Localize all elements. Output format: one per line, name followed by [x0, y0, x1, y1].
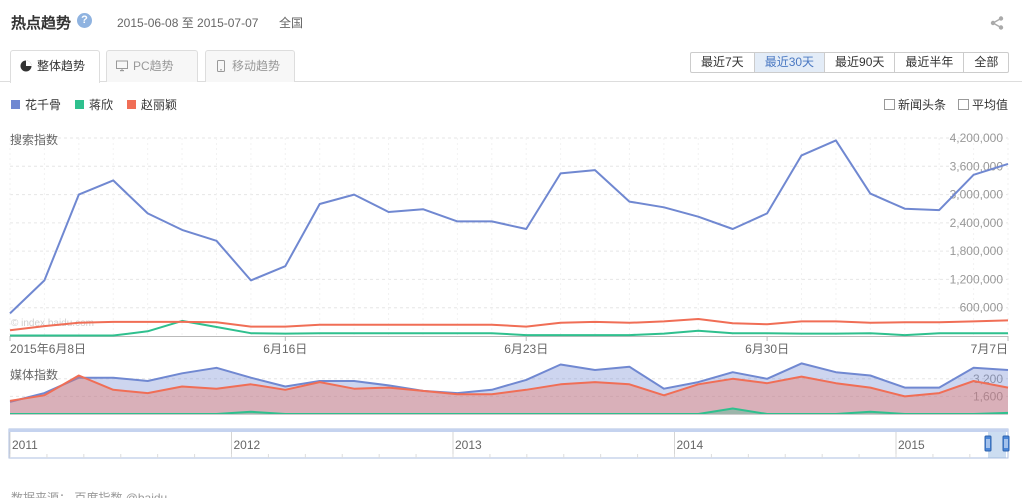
trend-chart: 600,000 1,200,000 1,800,000 2,400,000 3,000,…: [8, 131, 1010, 459]
average-option[interactable]: 平均值: [957, 96, 1008, 113]
y-tick-label: 600,000: [960, 301, 1004, 315]
media-y-tick-label: 1,600: [973, 389, 1003, 403]
y-tick-label: 3,000,000: [950, 188, 1004, 202]
chart-options: 新闻头条 平均值: [883, 96, 1008, 113]
header: 热点趋势 ? 2015-06-08 至 2015-07-07 全国: [0, 0, 1022, 44]
legend-label: 赵丽颖: [141, 98, 178, 112]
x-tick-label: 2015年6月8日: [10, 342, 86, 356]
navigator-top-bar: [9, 429, 1008, 432]
y-tick-label: 1,800,000: [950, 244, 1004, 258]
pie-chart-icon: [20, 60, 32, 72]
page-title: 热点趋势: [11, 15, 72, 32]
watermark: © index.baidu.com: [11, 318, 94, 329]
legend-swatch: [11, 100, 20, 109]
navigator-frame: [8, 428, 1009, 459]
mobile-icon: [217, 60, 225, 72]
option-label: 新闻头条: [897, 98, 946, 112]
navigator-year-label: 2014: [677, 438, 704, 452]
data-source: 数据来源： 百度指数 @baidu: [11, 491, 168, 498]
range-90d-button[interactable]: 最近90天: [825, 53, 896, 72]
help-icon[interactable]: ?: [77, 13, 92, 28]
range-7d-button[interactable]: 最近7天: [691, 53, 755, 72]
navigator-right-handle[interactable]: [1002, 435, 1010, 452]
navigator-selection: [988, 432, 1006, 458]
media-line-2: [9, 374, 1009, 402]
average-checkbox[interactable]: [957, 99, 969, 110]
legend-swatch: [127, 100, 137, 109]
media-area-2: [10, 375, 1008, 414]
news-headlines-option[interactable]: 新闻头条: [883, 96, 946, 113]
trend-tabs: 整体趋势 PC趋势 移动趋势: [0, 50, 1022, 83]
media-line-0: [9, 362, 1009, 403]
legend-item-jiangxin[interactable]: 蒋欣: [75, 96, 113, 113]
y-tick-label: 1,200,000: [950, 272, 1004, 286]
y-tick-label: 2,400,000: [950, 216, 1004, 230]
x-tick-label: 6月23日: [504, 342, 548, 356]
legend-item-huaqiangu[interactable]: 花千骨: [11, 96, 61, 113]
y-tick-label: 3,600,000: [950, 159, 1004, 173]
media-y-axis-label: 媒体指数: [10, 367, 58, 382]
chart-legend: 花千骨 蒋欣 赵丽颖: [11, 96, 177, 113]
navigator-year-label: 2012: [234, 438, 261, 452]
legend-item-zhaoliying[interactable]: 赵丽颖: [127, 96, 177, 113]
navigator-year-label: 2011: [12, 438, 38, 452]
x-tick-label: 6月30日: [745, 342, 789, 356]
legend-swatch: [75, 100, 85, 109]
media-area-0: [10, 363, 1008, 414]
tab-label: PC趋势: [133, 59, 174, 73]
range-30d-button[interactable]: 最近30天: [754, 53, 826, 72]
series-line-2: [9, 318, 1009, 332]
tab-pc[interactable]: PC趋势: [106, 50, 198, 82]
legend-label: 蒋欣: [89, 98, 114, 112]
tab-label: 移动趋势: [232, 59, 281, 73]
x-tick-label: 6月16日: [263, 342, 307, 356]
series-line-0: [9, 139, 1009, 315]
tab-mobile[interactable]: 移动趋势: [205, 50, 295, 82]
option-label: 平均值: [971, 98, 1008, 112]
range-selector: 最近7天 最近30天 最近90天 最近半年 全部: [690, 52, 1010, 73]
range-half-year-button[interactable]: 最近半年: [895, 53, 965, 72]
navigator-year-label: 2015: [898, 438, 925, 452]
region-label: 全国: [279, 16, 304, 30]
navigator-year-label: 2013: [455, 438, 482, 452]
share-icon[interactable]: [990, 16, 1004, 30]
monitor-icon: [116, 60, 128, 72]
legend-label: 花千骨: [25, 98, 62, 112]
y-axis-label: 搜索指数: [10, 132, 58, 147]
navigator-left-handle[interactable]: [984, 435, 992, 452]
date-range: 2015-06-08 至 2015-07-07: [117, 16, 259, 30]
news-headlines-checkbox[interactable]: [883, 99, 895, 110]
range-all-button[interactable]: 全部: [974, 55, 999, 69]
tab-label: 整体趋势: [37, 59, 86, 73]
y-tick-label: 4,200,000: [950, 131, 1004, 145]
x-tick-label: 7月7日: [971, 342, 1008, 356]
tab-overall[interactable]: 整体趋势: [10, 50, 100, 83]
